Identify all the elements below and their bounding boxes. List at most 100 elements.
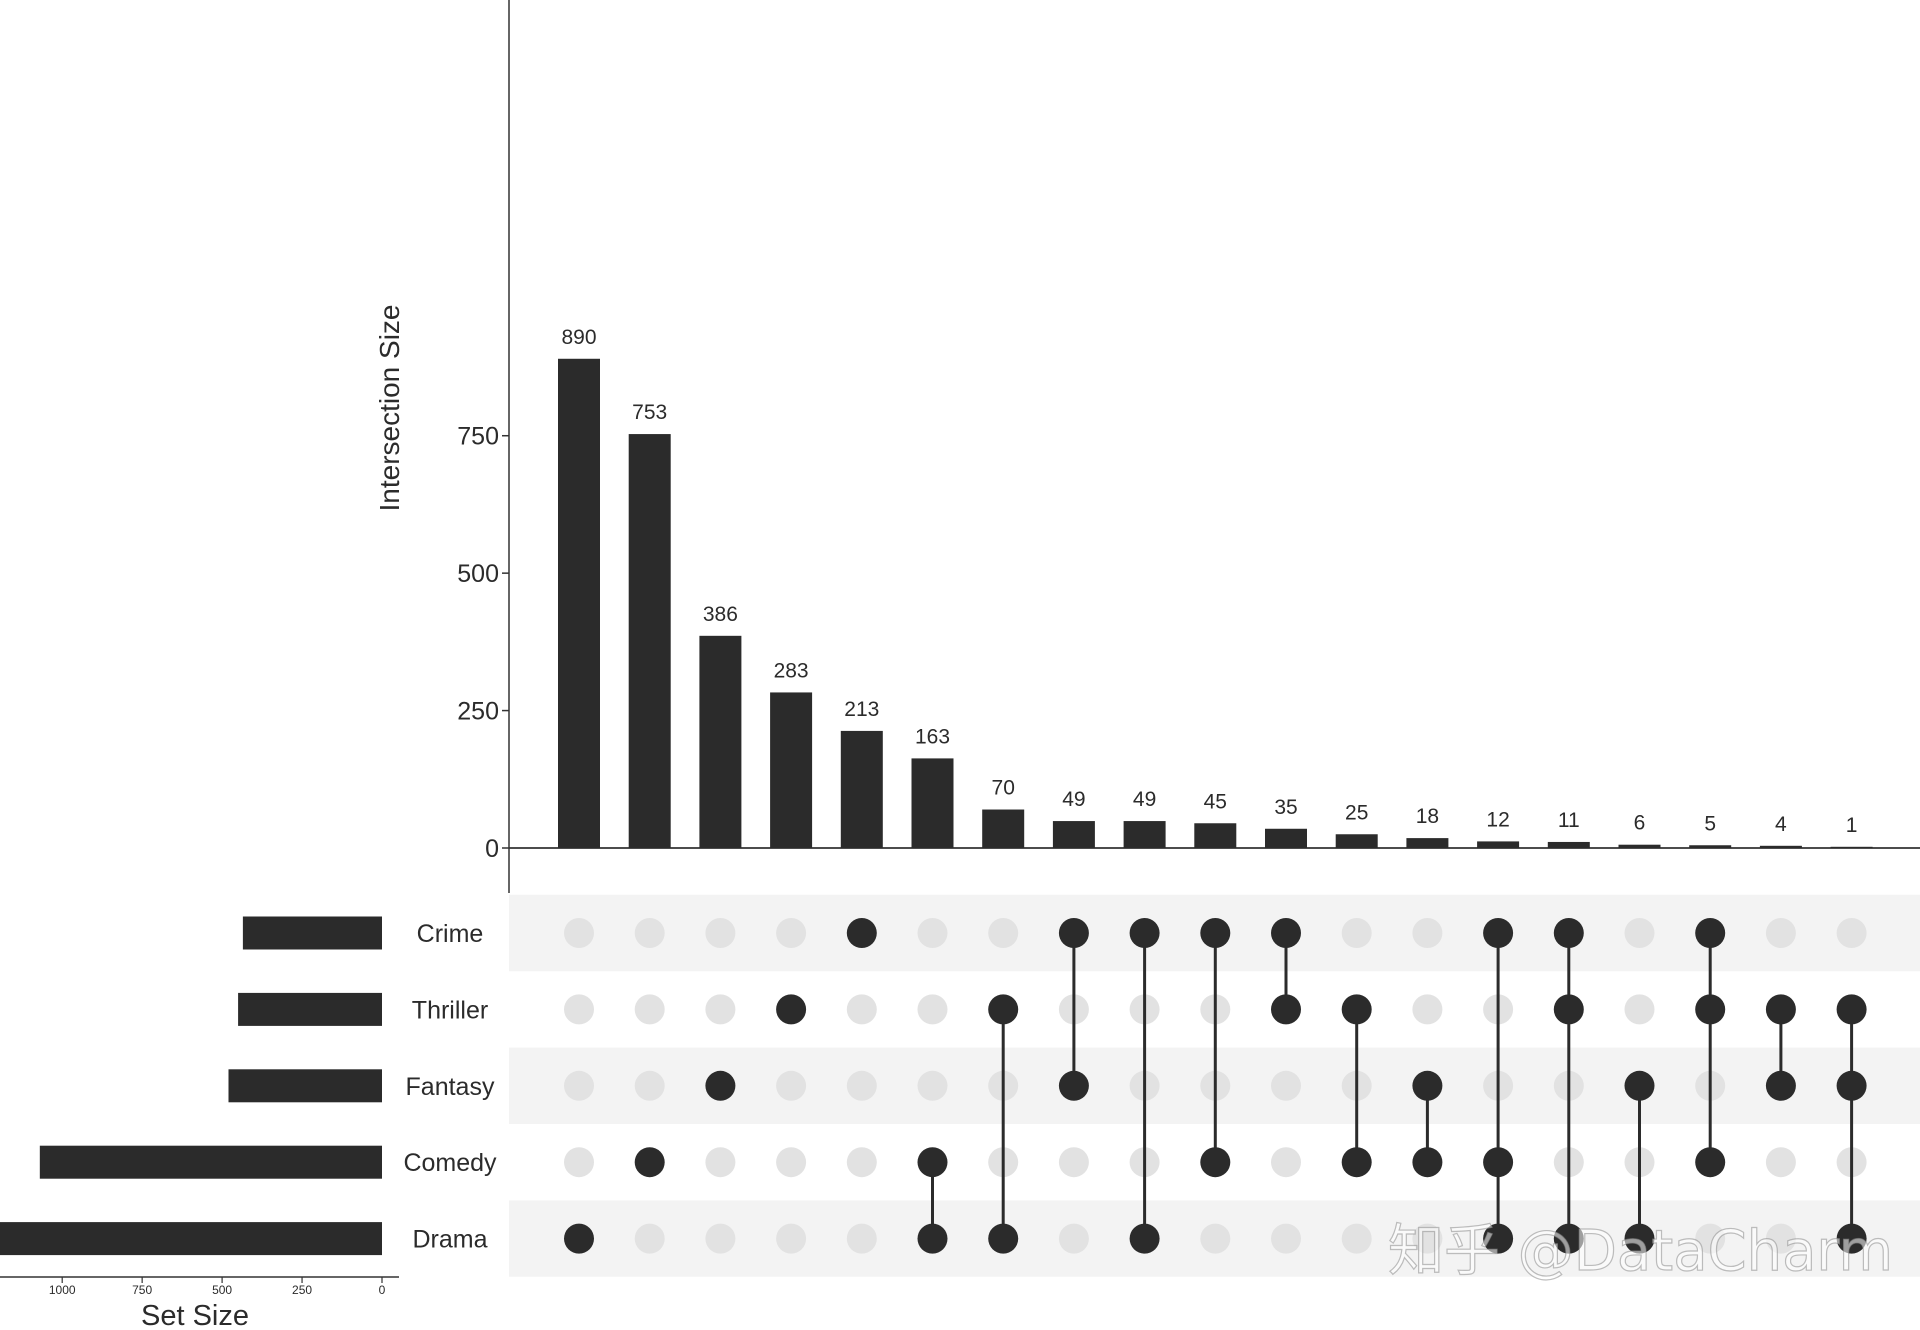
matrix-dot-inactive <box>1624 918 1655 948</box>
intersection-bar-1 <box>558 358 600 848</box>
matrix-dot-inactive <box>1271 1070 1301 1101</box>
matrix-dot-active-fantasy <box>705 1070 736 1101</box>
intersection-bar-label-19: 1 <box>1846 814 1858 837</box>
intersection-bar-label-18: 4 <box>1775 813 1787 836</box>
matrix-dot-active-comedy <box>634 1147 665 1178</box>
matrix-dot-inactive <box>1058 1223 1089 1254</box>
intersection-bar-12 <box>1335 834 1378 848</box>
matrix-dot-active-drama <box>1836 1223 1867 1254</box>
matrix-dot-inactive <box>564 918 594 948</box>
matrix-dot-inactive <box>1836 918 1867 948</box>
matrix-dot-active-thriller <box>1695 994 1726 1025</box>
set-size-axis: 1000 750 500 250 0 <box>0 1276 399 1297</box>
intersection-bar-16 <box>1618 844 1661 848</box>
matrix-dot-inactive <box>705 1223 736 1254</box>
intersection-matrix <box>564 918 1867 1254</box>
intersection-bar-label-5: 213 <box>844 698 879 721</box>
set-size-bar-comedy <box>39 1145 383 1179</box>
matrix-dot-inactive <box>634 918 665 948</box>
intersection-bar-label-14: 12 <box>1486 808 1509 831</box>
matrix-dot-inactive <box>1624 994 1655 1025</box>
intersection-bar-label-10: 45 <box>1204 790 1227 813</box>
matrix-dot-active-drama <box>1483 1223 1514 1254</box>
intersection-bar-10 <box>1194 823 1237 848</box>
matrix-dot-active-drama <box>988 1223 1019 1254</box>
matrix-dot-active-fantasy <box>1624 1070 1655 1101</box>
matrix-dot-active-drama <box>1553 1223 1584 1254</box>
matrix-dot-inactive <box>1765 1147 1796 1178</box>
intersection-bar-7 <box>982 809 1025 848</box>
matrix-dot-active-comedy <box>1200 1147 1231 1178</box>
matrix-dot-inactive <box>846 994 877 1025</box>
matrix-dot-active-thriller <box>1271 994 1301 1025</box>
intersection-bar-13 <box>1406 838 1449 848</box>
set-size-bar-thriller <box>238 992 382 1026</box>
intersection-bar-label-1: 890 <box>561 326 596 349</box>
matrix-dot-inactive <box>1341 1223 1372 1254</box>
set-size-tick-label: 1000 <box>49 1283 76 1297</box>
intersection-bar-label-8: 49 <box>1062 788 1085 811</box>
matrix-dot-inactive <box>846 1070 877 1101</box>
intersection-bar-6 <box>911 758 954 848</box>
intersection-bar-4 <box>770 692 813 848</box>
watermark: 知乎 @DataCharm <box>1388 1219 1893 1284</box>
matrix-dot-active-drama <box>917 1223 948 1254</box>
matrix-dot-inactive <box>1412 1223 1443 1254</box>
y-tick-label: 0 <box>485 835 499 863</box>
matrix-dot-inactive <box>1341 918 1372 948</box>
matrix-dot-active-crime <box>1129 918 1160 948</box>
matrix-dot-inactive <box>1058 1147 1089 1178</box>
intersection-bar-17 <box>1689 845 1732 848</box>
set-size-tick-label: 500 <box>212 1283 232 1297</box>
intersection-bar-9 <box>1123 821 1166 848</box>
matrix-dot-inactive <box>634 1070 665 1101</box>
matrix-dot-inactive <box>1271 1147 1301 1178</box>
matrix-dot-active-crime <box>1058 918 1089 948</box>
matrix-dot-active-crime <box>1553 918 1584 948</box>
matrix-dot-active-thriller <box>776 994 807 1025</box>
matrix-dot-inactive <box>1765 1223 1796 1254</box>
set-label-comedy: Comedy <box>403 1149 497 1177</box>
matrix-dot-inactive <box>705 1147 736 1178</box>
matrix-dot-inactive <box>776 1147 807 1178</box>
matrix-dot-active-fantasy <box>1058 1070 1089 1101</box>
matrix-dot-active-drama <box>1129 1223 1160 1254</box>
intersection-bar-label-7: 70 <box>992 777 1015 800</box>
matrix-dot-inactive <box>846 1147 877 1178</box>
matrix-dot-active-thriller <box>988 994 1019 1025</box>
matrix-dot-active-crime <box>846 918 877 948</box>
matrix-dot-active-crime <box>1695 918 1726 948</box>
intersection-bar-19 <box>1830 846 1873 848</box>
matrix-dot-active-fantasy <box>1836 1070 1867 1101</box>
intersection-bar-15 <box>1547 841 1590 848</box>
matrix-dot-inactive <box>1695 1223 1726 1254</box>
matrix-dot-inactive <box>705 918 736 948</box>
matrix-dot-inactive <box>634 1223 665 1254</box>
matrix-dot-active-drama <box>564 1223 594 1254</box>
intersection-bar-3 <box>699 635 742 848</box>
matrix-dot-active-crime <box>1483 918 1514 948</box>
intersection-bar-label-9: 49 <box>1133 788 1156 811</box>
matrix-dot-active-crime <box>1271 918 1301 948</box>
matrix-dot-inactive <box>917 918 948 948</box>
matrix-dot-active-thriller <box>1553 994 1584 1025</box>
matrix-dot-active-comedy <box>1341 1147 1372 1178</box>
set-size-tick-label: 750 <box>132 1283 152 1297</box>
matrix-dot-inactive <box>564 1147 594 1178</box>
matrix-dot-active-comedy <box>917 1147 948 1178</box>
intersection-bar-label-16: 6 <box>1634 812 1646 835</box>
matrix-dot-active-comedy <box>1412 1147 1443 1178</box>
set-label-crime: Crime <box>417 920 484 948</box>
set-label-fantasy: Fantasy <box>406 1073 495 1101</box>
matrix-dot-active-comedy <box>1483 1147 1514 1178</box>
intersection-bar-11 <box>1265 828 1307 848</box>
intersection-bar-2 <box>628 434 671 848</box>
matrix-dot-inactive <box>1271 1223 1301 1254</box>
set-label-drama: Drama <box>412 1226 487 1254</box>
matrix-dot-inactive <box>776 1070 807 1101</box>
set-size-tick-label: 0 <box>379 1283 386 1297</box>
intersection-bar-label-15: 11 <box>1558 809 1580 832</box>
intersection-bar-label-2: 753 <box>632 401 667 424</box>
matrix-dot-inactive <box>776 918 807 948</box>
